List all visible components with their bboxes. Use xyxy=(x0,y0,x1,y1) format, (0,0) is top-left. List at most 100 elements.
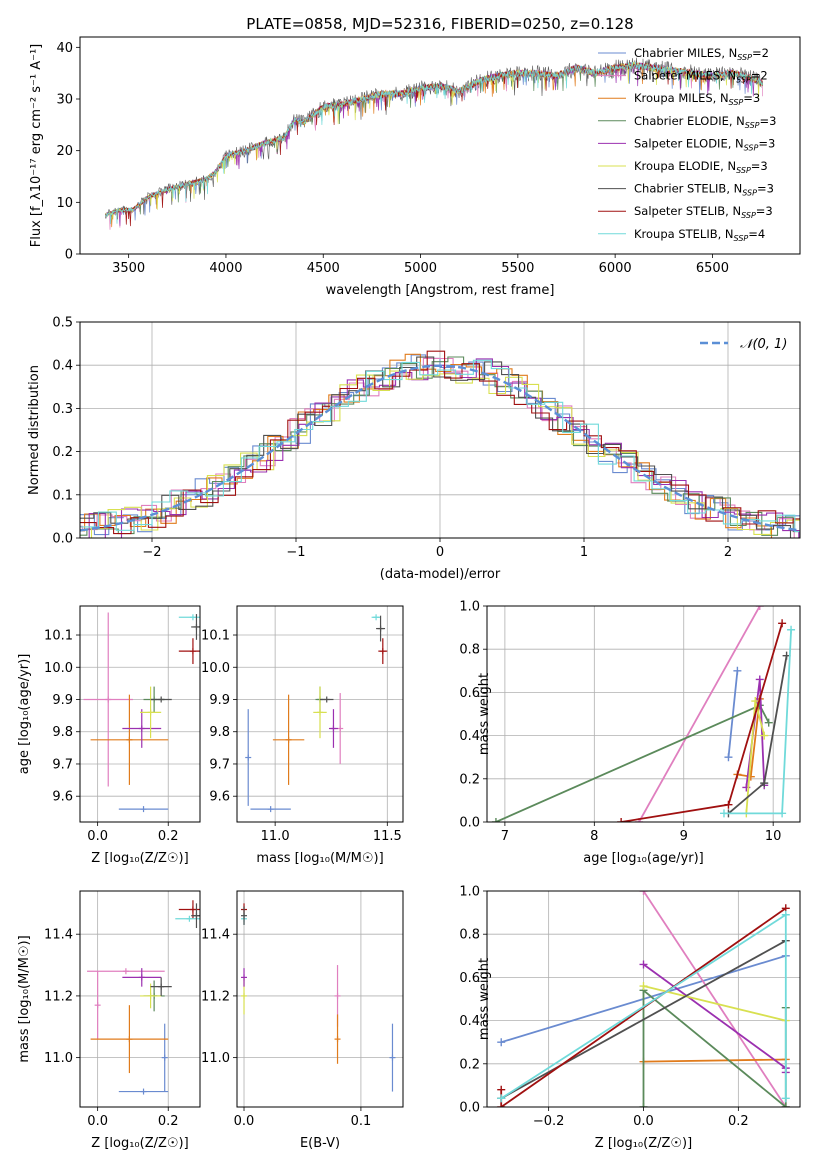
errorbar-point-chabrier_miles xyxy=(250,806,291,813)
legend-label-salpeter_stelib: Salpeter STELIB, NSSP=3 xyxy=(634,204,773,220)
errorbar-point-chabrier_stelib xyxy=(376,615,386,642)
y-tick-label: 0.0 xyxy=(459,816,480,831)
errorbar-point-salpeter_miles xyxy=(87,968,165,975)
legend-label-kroupa_stelib: Kroupa STELIB, NSSP=4 xyxy=(634,227,765,243)
errorbar-point-kroupa_miles xyxy=(272,694,305,785)
x-axis-label: Z [log₁₀(Z/Z☉)] xyxy=(91,1136,188,1151)
series-line-salpeter_miles xyxy=(642,891,787,1107)
legend-label-tail: =3 xyxy=(758,136,775,150)
series-point-chabrier_elodie xyxy=(781,1103,790,1107)
series-point-chabrier_miles xyxy=(497,1038,506,1047)
errorbar-point-salpeter_elodie xyxy=(122,709,162,748)
y-tick-label: 9.7 xyxy=(209,757,230,772)
x-tick-label: −1 xyxy=(286,545,305,560)
errorbar-point-kroupa_stelib xyxy=(371,614,381,621)
y-tick-label: 11.2 xyxy=(201,989,230,1004)
legend-label-text: Chabrier STELIB, N xyxy=(634,182,742,196)
panel-age_vs_Z: 0.0 0.2 9.6 9.7 9.8 9.9 10.0 10.1 Z [log₁₀(Z/Z☉)… xyxy=(17,605,201,866)
errorbar-point-chabrier_stelib xyxy=(150,977,172,996)
y-tick-label: 0.5 xyxy=(52,316,73,331)
legend-label-sub: SSP xyxy=(736,166,751,175)
x-tick-label: 0.0 xyxy=(234,1114,255,1129)
panel-mass_weight_vs_age: 7 8 9 10 0.0 0.2 0.4 0.6 0.8 1.0 age [log₁₀(age/yr… xyxy=(459,600,801,866)
x-tick-label: 1 xyxy=(580,545,588,560)
plot-area xyxy=(80,350,800,538)
y-tick-label: 0.4 xyxy=(459,729,480,744)
y-tick-label: 0.2 xyxy=(52,445,73,460)
legend-label-text: Salpeter ELODIE, N xyxy=(634,136,744,150)
histogram-kroupa_elodie xyxy=(80,370,800,538)
histogram-salpeter_stelib xyxy=(80,350,800,535)
axes-frame xyxy=(79,321,801,539)
legend-label-salpeter_elodie: Salpeter ELODIE, NSSP=3 xyxy=(634,136,775,152)
errorbar-point-chabrier_stelib xyxy=(191,614,200,640)
errorbar-point-kroupa_elodie xyxy=(313,686,327,739)
x-tick-label: 9 xyxy=(680,829,688,844)
axes-frame xyxy=(236,605,404,823)
legend-label-text: Chabrier ELODIE, N xyxy=(634,114,745,128)
legend-label-sub: SSP xyxy=(729,98,744,107)
y-tick-label: 0.4 xyxy=(459,1014,480,1029)
series-point-salpeter_stelib xyxy=(497,1085,506,1094)
y-tick-label: 1.0 xyxy=(459,885,480,900)
series-point-chabrier_elodie xyxy=(764,718,773,727)
y-tick-label: 9.6 xyxy=(52,790,73,805)
series-point-salpeter_miles xyxy=(755,606,764,610)
plot-area xyxy=(245,614,388,813)
series-point-kroupa_stelib xyxy=(778,809,787,818)
errorbar-point-kroupa_miles xyxy=(90,694,169,785)
errorbar-point-kroupa_stelib xyxy=(175,915,200,922)
legend-label-sub: SSP xyxy=(744,143,759,152)
legend-label-gauss: 𝒩(0, 1) xyxy=(740,337,787,352)
series-point-chabrier_stelib xyxy=(760,779,769,788)
errorbar-point-salpeter_stelib xyxy=(178,638,200,665)
x-axis-label: age [log₁₀(age/yr)] xyxy=(583,851,704,866)
axes-frame xyxy=(486,890,801,1108)
series-point-kroupa_stelib xyxy=(719,809,728,818)
y-tick-label: 0.0 xyxy=(459,1101,480,1116)
x-axis-label: E(B-V) xyxy=(300,1136,340,1151)
legend-label-tail: =3 xyxy=(760,114,777,128)
y-tick-label: 40 xyxy=(56,41,73,56)
legend-label-tail: =3 xyxy=(743,91,760,105)
x-tick-label: 0.2 xyxy=(158,829,179,844)
spectrum-line-kroupa_stelib xyxy=(104,61,763,225)
y-axis-label: mass weight xyxy=(477,958,492,1040)
x-tick-label: 10 xyxy=(765,829,782,844)
x-tick-label: 4000 xyxy=(209,261,242,276)
axes-frame xyxy=(79,36,801,255)
panel-mass_vs_Z: 0.0 0.2 11.0 11.2 11.4 Z [log₁₀(Z/Z☉)] mass [l… xyxy=(17,890,201,1151)
y-tick-label: 0.0 xyxy=(52,532,73,547)
y-tick-label: 9.9 xyxy=(209,693,230,708)
x-tick-label: 3500 xyxy=(112,261,145,276)
panel-mass_weight_vs_Z: −0.2 0.0 0.2 0.0 0.2 0.4 0.6 0.8 1.0 Z [log₁₀(Z/Z… xyxy=(459,885,801,1151)
y-tick-label: 0.6 xyxy=(459,686,480,701)
errorbar-point-salpeter_miles xyxy=(94,971,101,1040)
series-point-kroupa_stelib xyxy=(781,910,790,919)
axes-frame xyxy=(79,890,201,1108)
y-tick-label: 9.8 xyxy=(52,725,73,740)
legend-label-chabrier_miles: Chabrier MILES, NSSP=2 xyxy=(634,46,769,62)
legend-label-sub: SSP xyxy=(742,189,757,198)
legend-label-sub: SSP xyxy=(737,53,752,62)
y-tick-label: 11.4 xyxy=(201,928,230,943)
histogram-chabrier_miles xyxy=(80,354,800,538)
legend-label-text: Salpeter STELIB, N xyxy=(634,204,741,218)
y-tick-label: 10.0 xyxy=(201,661,230,676)
y-tick-label: 9.8 xyxy=(209,725,230,740)
errorbar-point-salpeter_stelib xyxy=(378,638,388,665)
legend-label-text: Kroupa STELIB, N xyxy=(634,227,734,241)
legend: 𝒩(0, 1) xyxy=(700,337,787,352)
errorbar-point-kroupa_miles xyxy=(334,1014,341,1064)
axes-frame xyxy=(236,890,404,1108)
figure-title: PLATE=0858, MJD=52316, FIBERID=0250, z=0… xyxy=(246,15,633,33)
x-axis-label: mass [log₁₀(M/M☉)] xyxy=(256,851,383,866)
x-axis-label: wavelength [Angstrom, rest frame] xyxy=(326,283,555,298)
panel-age_vs_mass: 11.0 11.5 9.6 9.7 9.8 9.9 10.0 10.1 mass [log₁₀(… xyxy=(201,605,404,866)
errorbar-point-chabrier_stelib xyxy=(320,696,334,703)
x-axis-label: (data-model)/error xyxy=(380,567,501,582)
legend-label-sub: SSP xyxy=(745,121,760,130)
axes-frame xyxy=(486,605,801,823)
legend-label-tail: =2 xyxy=(752,46,769,60)
